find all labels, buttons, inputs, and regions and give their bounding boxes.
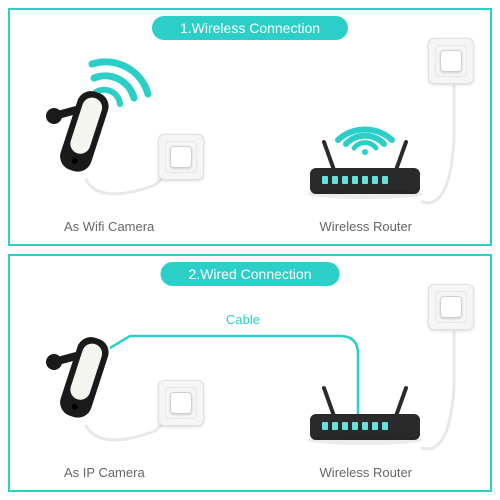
ip-camera (44, 292, 134, 412)
camera-label: As IP Camera (64, 465, 145, 480)
camera-outlet (158, 134, 204, 180)
camera-outlet (158, 380, 204, 426)
plug-icon (440, 296, 462, 318)
router-outlet (428, 38, 474, 84)
cable-label: Cable (226, 312, 260, 327)
wired-panel: 2.Wired Connection (8, 254, 492, 492)
plug-icon (170, 146, 192, 168)
plug-icon (170, 392, 192, 414)
camera-label: As Wifi Camera (64, 219, 154, 234)
plug-icon (440, 50, 462, 72)
wireless-scene: As Wifi Camera Wireless Router (10, 10, 490, 244)
wireless-router (300, 136, 430, 196)
wired-scene: Cable As IP Camera (10, 256, 490, 490)
router-label: Wireless Router (320, 219, 412, 234)
wireless-router (300, 382, 430, 442)
wifi-camera (44, 46, 134, 166)
router-label: Wireless Router (320, 465, 412, 480)
router-outlet (428, 284, 474, 330)
wireless-panel: 1.Wireless Connection (8, 8, 492, 246)
